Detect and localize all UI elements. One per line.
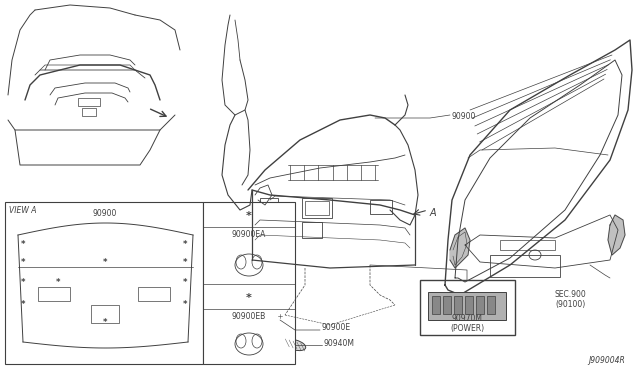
Text: 90900: 90900 (93, 209, 117, 218)
Bar (203, 202, 295, 364)
Bar (260, 198, 278, 210)
Bar (432, 296, 440, 314)
Text: 90900EA: 90900EA (232, 230, 266, 239)
Bar (420, 280, 515, 335)
Text: VIEW A: VIEW A (9, 206, 36, 215)
Bar (500, 240, 555, 250)
Bar (443, 296, 451, 314)
Ellipse shape (277, 313, 283, 319)
Text: SEC.900
(90100): SEC.900 (90100) (554, 290, 586, 310)
Text: *: * (183, 278, 188, 286)
Bar (302, 222, 322, 238)
Bar (370, 200, 392, 214)
Bar (465, 296, 473, 314)
Text: *: * (20, 301, 25, 310)
Bar (476, 296, 484, 314)
Bar (78, 98, 100, 106)
Text: *: * (56, 278, 60, 286)
Text: *: * (183, 257, 188, 266)
Bar (82, 108, 96, 116)
Bar (305, 201, 329, 215)
Polygon shape (450, 228, 470, 268)
Text: *: * (183, 241, 188, 250)
Text: *: * (20, 241, 25, 250)
Text: *: * (20, 278, 25, 286)
Text: 90900E: 90900E (322, 324, 351, 333)
Bar (5, 202, 203, 364)
Text: *: * (246, 211, 252, 221)
Polygon shape (608, 215, 625, 255)
Text: *: * (183, 301, 188, 310)
Bar (487, 296, 495, 314)
Ellipse shape (284, 339, 306, 350)
Bar (490, 255, 560, 277)
Bar (38, 287, 70, 301)
Text: 90900: 90900 (452, 112, 476, 121)
Text: *: * (103, 317, 108, 327)
Polygon shape (445, 40, 632, 295)
Text: *: * (246, 293, 252, 303)
Text: J909004R: J909004R (588, 356, 625, 365)
Text: 90900EB: 90900EB (232, 312, 266, 321)
Text: 90940M: 90940M (323, 339, 354, 347)
Bar (302, 198, 332, 218)
Bar (91, 305, 119, 323)
Text: *: * (103, 257, 108, 266)
Text: A: A (430, 208, 436, 218)
Text: *: * (20, 257, 25, 266)
Bar (454, 296, 462, 314)
Bar (138, 287, 170, 301)
Bar (428, 292, 506, 320)
Text: 90970M
(POWER): 90970M (POWER) (450, 314, 484, 333)
